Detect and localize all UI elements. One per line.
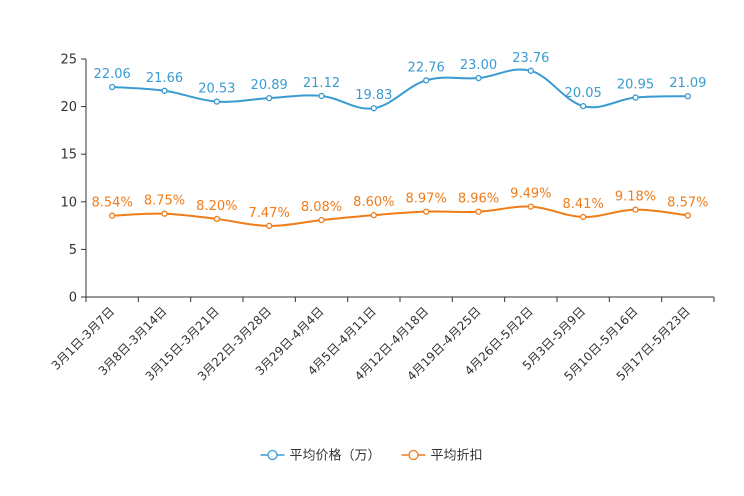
data-label: 20.95 [617,78,654,93]
data-point [370,211,377,219]
y-tick-label: 0 [69,291,77,306]
data-point [109,83,116,91]
y-tick-label: 20 [60,100,77,115]
data-label: 8.96% [458,192,499,207]
series-2: 8.54% 8.75% 8.20% 7.47% 8.08% 8.60% 8.97% 8.96%… [92,187,708,230]
legend-marker-icon [267,449,278,461]
data-point [266,222,273,230]
y-tick-label: 15 [60,148,77,163]
series-1: 22.06 21.66 20.53 20.89 21.12 19.83 22.76 23.00… [94,51,706,112]
data-point [527,203,534,210]
data-label: 9.49% [510,187,551,202]
series-line [112,68,688,110]
data-label: 20.53 [198,82,235,97]
data-label: 23.76 [512,51,549,66]
series-line [112,205,688,227]
data-point [266,94,273,102]
data-point [684,93,691,100]
data-point [370,105,377,112]
data-label: 8.97% [406,192,447,207]
data-point [580,102,587,110]
data-point [423,77,430,84]
data-point [580,213,587,221]
data-point [161,87,168,94]
data-label: 20.05 [565,86,602,101]
y-tick-label: 25 [60,53,77,68]
data-label: 7.47% [249,206,290,221]
data-point [632,94,639,101]
data-label: 8.54% [92,196,133,211]
data-point [213,98,220,105]
data-point [161,210,168,217]
legend[interactable]: 平均价格（万） 平均折扣 [260,448,483,464]
data-label: 23.00 [460,58,497,73]
data-label: 21.66 [146,71,183,86]
data-label: 8.20% [196,199,237,214]
y-tick-label: 10 [60,195,77,210]
data-label: 8.08% [301,200,342,215]
data-point [423,208,430,215]
legend-label: 平均折扣 [431,449,483,464]
data-point [684,212,691,219]
series-layer: 22.06 21.66 20.53 20.89 21.12 19.83 22.76 23.00… [92,51,708,230]
data-label: 22.76 [408,60,445,75]
data-point [475,208,482,215]
data-label: 21.12 [303,76,340,91]
data-point [213,215,220,223]
data-point [318,216,325,224]
data-point [475,74,482,82]
data-point [109,212,116,219]
data-point [527,67,534,74]
data-label: 9.18% [615,190,656,205]
legend-item-2[interactable]: 平均折扣 [401,449,483,464]
legend-item-1[interactable]: 平均价格（万） [260,448,381,464]
legend-label: 平均价格（万） [290,448,381,464]
data-point [632,206,639,213]
legend-marker-icon [408,449,419,461]
data-label: 21.09 [669,76,706,91]
data-label: 8.41% [563,197,604,212]
data-label: 8.57% [667,195,708,210]
data-label: 19.83 [355,88,392,103]
data-label: 22.06 [94,67,131,82]
data-label: 8.60% [353,195,394,210]
data-label: 8.75% [144,194,185,209]
data-label: 20.89 [251,78,288,93]
data-point [318,92,325,100]
y-tick-label: 5 [69,243,77,258]
